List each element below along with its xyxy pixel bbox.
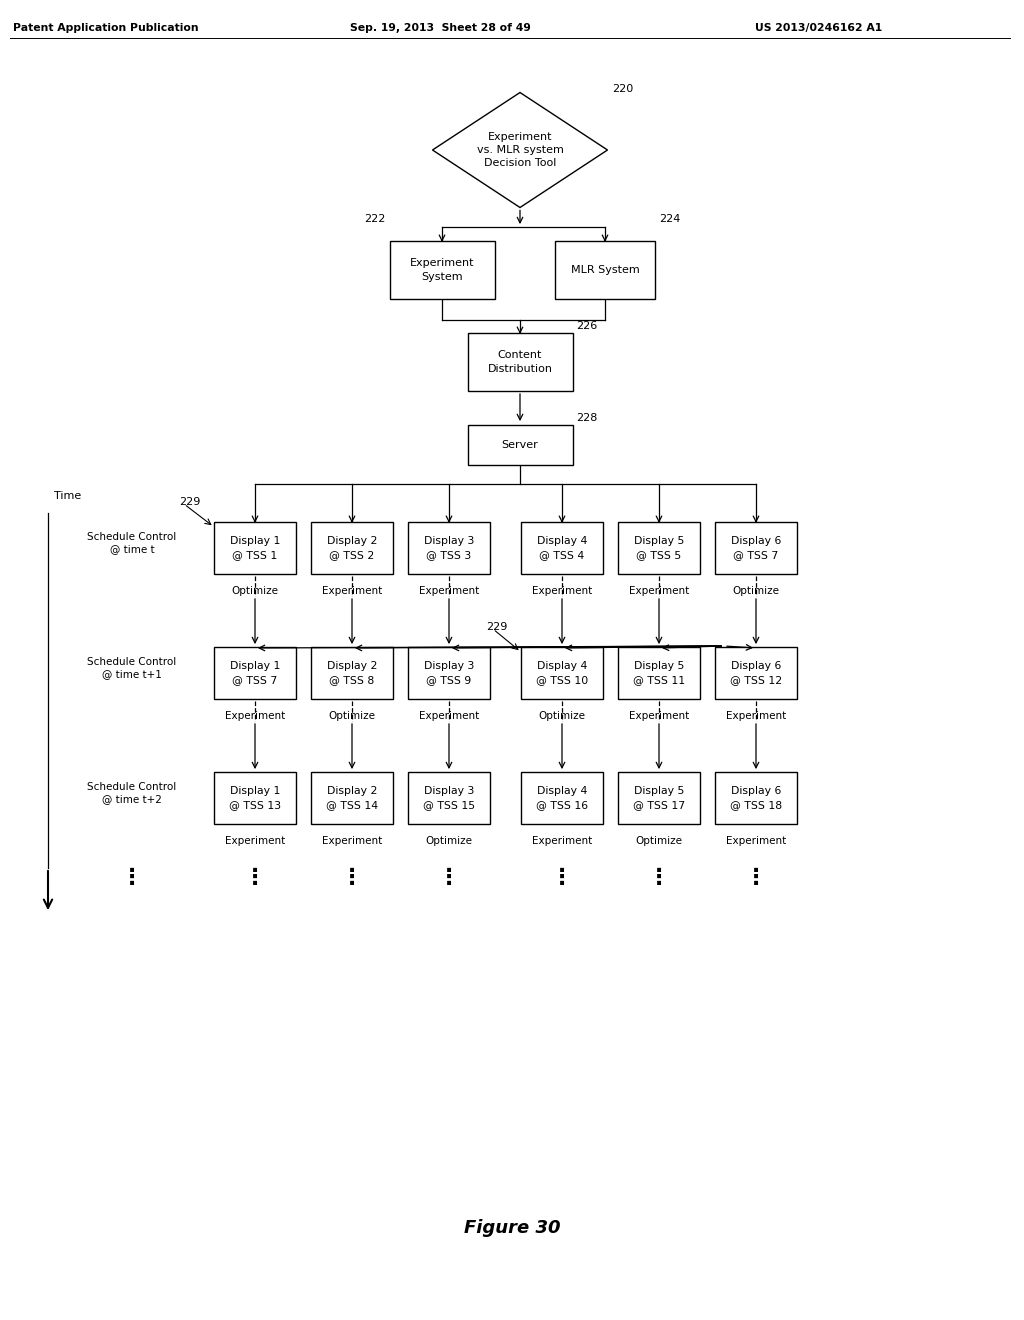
FancyBboxPatch shape — [521, 772, 603, 824]
Text: ⋮: ⋮ — [121, 869, 143, 888]
FancyBboxPatch shape — [214, 521, 296, 574]
Text: Display 5
@ TSS 11: Display 5 @ TSS 11 — [633, 661, 685, 685]
Text: Display 3
@ TSS 3: Display 3 @ TSS 3 — [424, 536, 474, 560]
FancyBboxPatch shape — [521, 647, 603, 700]
Text: Display 6
@ TSS 7: Display 6 @ TSS 7 — [731, 536, 781, 560]
FancyBboxPatch shape — [311, 647, 393, 700]
Text: 228: 228 — [577, 413, 598, 422]
Text: Experiment: Experiment — [322, 586, 382, 597]
Text: Display 4
@ TSS 4: Display 4 @ TSS 4 — [537, 536, 587, 560]
Text: Experiment: Experiment — [726, 836, 786, 846]
Text: ⋮: ⋮ — [744, 869, 767, 888]
FancyBboxPatch shape — [521, 521, 603, 574]
Text: Optimize: Optimize — [539, 711, 586, 721]
FancyBboxPatch shape — [715, 772, 797, 824]
Text: Display 6
@ TSS 18: Display 6 @ TSS 18 — [730, 787, 782, 809]
Text: Display 1
@ TSS 1: Display 1 @ TSS 1 — [229, 536, 281, 560]
Text: Optimize: Optimize — [636, 836, 683, 846]
Text: Experiment: Experiment — [419, 711, 479, 721]
Text: Experiment
System: Experiment System — [410, 259, 474, 281]
Text: Optimize: Optimize — [732, 586, 779, 597]
FancyBboxPatch shape — [618, 521, 700, 574]
FancyBboxPatch shape — [214, 647, 296, 700]
Text: ⋮: ⋮ — [648, 869, 670, 888]
FancyBboxPatch shape — [618, 647, 700, 700]
Text: Experiment: Experiment — [419, 586, 479, 597]
FancyBboxPatch shape — [408, 521, 490, 574]
Text: Experiment
vs. MLR system
Decision Tool: Experiment vs. MLR system Decision Tool — [476, 132, 563, 168]
FancyBboxPatch shape — [311, 521, 393, 574]
FancyBboxPatch shape — [408, 772, 490, 824]
Text: Experiment: Experiment — [629, 586, 689, 597]
Text: ⋮: ⋮ — [244, 869, 266, 888]
Text: MLR System: MLR System — [570, 265, 639, 275]
Text: 220: 220 — [612, 84, 634, 95]
Text: Display 2
@ TSS 2: Display 2 @ TSS 2 — [327, 536, 377, 560]
Text: Patent Application Publication: Patent Application Publication — [13, 22, 199, 33]
Text: ⋮: ⋮ — [551, 869, 573, 888]
FancyBboxPatch shape — [408, 647, 490, 700]
FancyBboxPatch shape — [468, 425, 572, 465]
Text: Time: Time — [54, 491, 81, 502]
FancyBboxPatch shape — [389, 242, 495, 300]
Text: Display 2
@ TSS 14: Display 2 @ TSS 14 — [326, 787, 378, 809]
Text: US 2013/0246162 A1: US 2013/0246162 A1 — [755, 22, 883, 33]
Text: Experiment: Experiment — [629, 711, 689, 721]
Text: Display 4
@ TSS 10: Display 4 @ TSS 10 — [536, 661, 588, 685]
Text: ⋮: ⋮ — [341, 869, 364, 888]
FancyBboxPatch shape — [555, 242, 655, 300]
Text: Server: Server — [502, 440, 539, 450]
Text: Experiment: Experiment — [225, 711, 285, 721]
Text: Display 6
@ TSS 12: Display 6 @ TSS 12 — [730, 661, 782, 685]
Text: Display 4
@ TSS 16: Display 4 @ TSS 16 — [536, 787, 588, 809]
Text: 222: 222 — [365, 214, 385, 224]
Text: Schedule Control
@ time t: Schedule Control @ time t — [87, 532, 176, 554]
Text: Experiment: Experiment — [322, 836, 382, 846]
Text: Optimize: Optimize — [231, 586, 279, 597]
Text: Display 1
@ TSS 13: Display 1 @ TSS 13 — [229, 787, 281, 809]
Text: Schedule Control
@ time t+2: Schedule Control @ time t+2 — [87, 781, 176, 804]
Text: Experiment: Experiment — [225, 836, 285, 846]
Text: Figure 30: Figure 30 — [464, 1218, 560, 1237]
FancyBboxPatch shape — [618, 772, 700, 824]
Text: Experiment: Experiment — [531, 586, 592, 597]
Text: Display 5
@ TSS 5: Display 5 @ TSS 5 — [634, 536, 684, 560]
FancyBboxPatch shape — [715, 647, 797, 700]
Text: 229: 229 — [486, 622, 507, 632]
Text: Display 1
@ TSS 7: Display 1 @ TSS 7 — [229, 661, 281, 685]
Text: Display 3
@ TSS 15: Display 3 @ TSS 15 — [423, 787, 475, 809]
Text: ⋮: ⋮ — [438, 869, 460, 888]
Text: Schedule Control
@ time t+1: Schedule Control @ time t+1 — [87, 657, 176, 680]
FancyBboxPatch shape — [311, 772, 393, 824]
Text: Experiment: Experiment — [726, 711, 786, 721]
FancyBboxPatch shape — [214, 772, 296, 824]
Text: Content
Distribution: Content Distribution — [487, 350, 553, 374]
Text: Optimize: Optimize — [329, 711, 376, 721]
Text: Display 3
@ TSS 9: Display 3 @ TSS 9 — [424, 661, 474, 685]
Text: Display 2
@ TSS 8: Display 2 @ TSS 8 — [327, 661, 377, 685]
FancyBboxPatch shape — [715, 521, 797, 574]
Text: 229: 229 — [179, 498, 201, 507]
Text: Optimize: Optimize — [426, 836, 472, 846]
Text: Sep. 19, 2013  Sheet 28 of 49: Sep. 19, 2013 Sheet 28 of 49 — [350, 22, 530, 33]
Text: 226: 226 — [577, 321, 598, 331]
Text: 224: 224 — [659, 214, 680, 224]
FancyBboxPatch shape — [468, 333, 572, 391]
Polygon shape — [432, 92, 607, 207]
Text: Experiment: Experiment — [531, 836, 592, 846]
Text: Display 5
@ TSS 17: Display 5 @ TSS 17 — [633, 787, 685, 809]
